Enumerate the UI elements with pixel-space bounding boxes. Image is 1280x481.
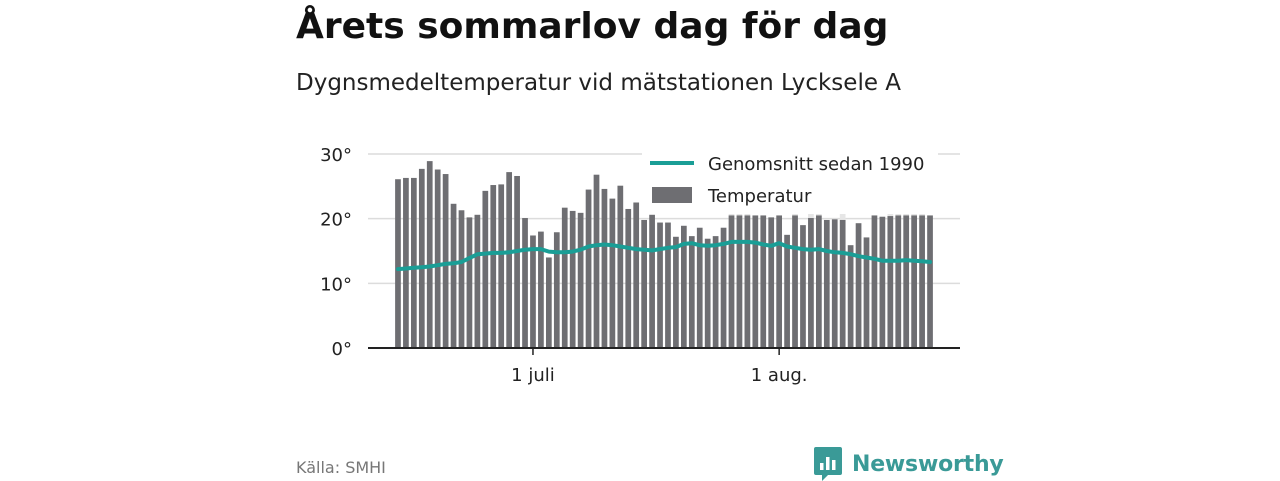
temperature-bar [466,217,473,348]
chart-subtitle: Dygnsmedeltemperatur vid mätstationen Ly… [296,70,902,96]
temperature-bar [815,215,822,348]
legend-label-temperature: Temperatur [707,186,812,207]
temperature-bar [657,222,663,348]
temperature-bar [847,245,854,348]
temperature-bar [863,237,870,348]
temperature-bar [879,216,886,348]
x-tick-label: 1 aug. [751,365,808,386]
temperature-bar [919,215,925,348]
temperature-bar [744,215,751,348]
temperature-bars [395,161,933,348]
temperature-bar [792,215,798,348]
average-line [396,239,932,272]
temperature-bar [784,234,790,348]
temperature-bar [760,215,767,348]
legend-bar-swatch [652,187,692,203]
temperature-bar [418,168,425,348]
temperature-bar [474,214,481,348]
temperature-bar [641,219,648,348]
temperature-bar [625,208,632,348]
y-tick-label: 0° [332,339,352,360]
temperature-bar [768,217,775,348]
y-tick-label: 10° [320,274,352,295]
temperature-bar [728,215,735,348]
temperature-bar [887,216,894,348]
source-note: Källa: SMHI [296,458,386,477]
temperature-bar [855,223,862,348]
newsworthy-logo-icon [814,447,842,481]
y-tick-label: 20° [320,210,352,231]
temperature-bar [490,185,497,348]
temperature-bar [633,202,640,348]
temperature-bar [704,238,711,348]
temperature-bar [752,215,759,348]
y-axis-ticks: 0° 10° 20° 30° [320,145,352,360]
temperature-bar [395,179,401,348]
temperature-bar [593,174,600,348]
temperature-bar [545,257,552,348]
chart-title: Årets sommarlov dag för dag [296,6,889,47]
temperature-bar [538,231,544,348]
temperature-bar [680,225,687,348]
temperature-bar [673,236,679,348]
temperature-bar [895,215,902,348]
temperature-bar [649,214,655,348]
temperature-bar [903,215,910,348]
temperature-bar [458,210,465,348]
temperature-bar [688,236,695,348]
temperature-bar [561,207,568,348]
temperature-chart: 0° 10° 20° 30° 1 juli 1 aug. Genomsnitt seda… [320,145,960,386]
temperature-bar [434,169,441,348]
temperature-bar [839,219,846,348]
temperature-bar [720,227,727,348]
temperature-bar [736,215,743,348]
newsworthy-brand: Newsworthy [814,447,1004,481]
temperature-bar [831,219,838,348]
temperature-bar [577,212,584,348]
y-tick-label: 30° [320,145,352,166]
temperature-bar [808,218,814,348]
temperature-bar [530,235,536,348]
temperature-bar [911,215,918,348]
temperature-bar [871,215,878,348]
temperature-bar [927,215,933,348]
legend-label-average: Genomsnitt sedan 1990 [708,154,924,175]
temperature-bar [823,219,830,348]
x-axis-ticks: 1 juli 1 aug. [511,348,808,386]
temperature-bar [514,175,520,348]
temperature-bar [800,225,806,348]
temperature-bar [442,174,449,348]
temperature-bar [522,218,528,348]
temperature-bar [601,188,608,348]
temperature-bar [712,236,719,348]
temperature-bar [426,161,433,348]
temperature-bar [482,190,489,348]
temperature-bar [410,177,417,348]
brand-name: Newsworthy [852,451,1004,477]
temperature-bar [609,198,616,348]
temperature-bar [585,189,592,348]
temperature-bar [665,222,671,348]
temperature-bar [569,210,576,348]
chart-legend: Genomsnitt sedan 1990 Temperatur [642,152,938,214]
temperature-bar [450,203,457,348]
temperature-bar [553,232,560,348]
temperature-bar [506,172,513,348]
temperature-bar [498,184,505,348]
temperature-bar [403,177,409,348]
x-tick-label: 1 juli [511,365,555,386]
temperature-bar [617,185,624,348]
temperature-bar [776,215,783,348]
temperature-bar [696,227,703,348]
